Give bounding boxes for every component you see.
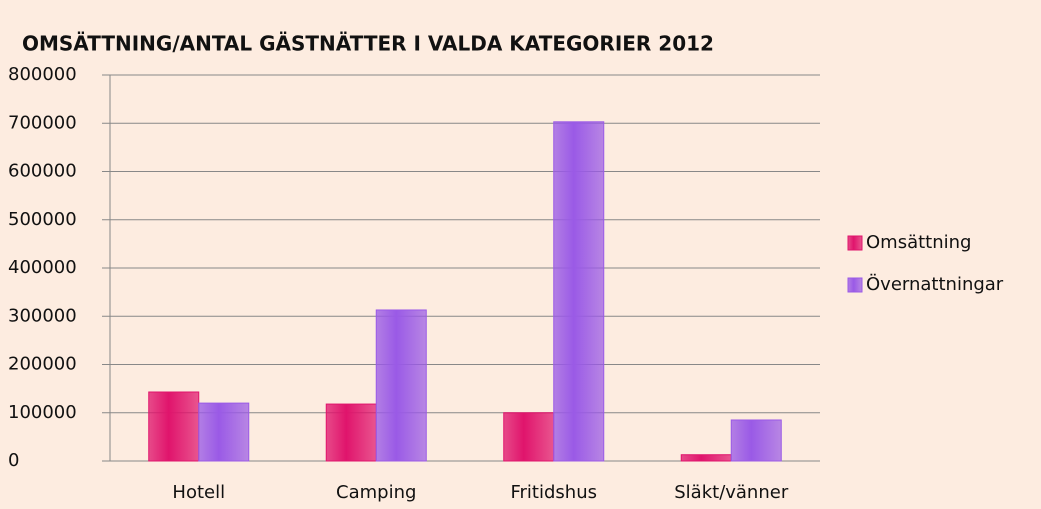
y-tick-label: 100000 bbox=[8, 402, 77, 423]
chart-title: OMSÄTTNING/ANTAL GÄSTNÄTTER I VALDA KATE… bbox=[22, 32, 714, 56]
y-tick-label: 600000 bbox=[8, 161, 77, 182]
bar bbox=[730, 419, 782, 462]
legend-swatch bbox=[847, 277, 863, 293]
x-tick-label: Släkt/vänner bbox=[674, 482, 789, 503]
bar bbox=[503, 412, 555, 462]
x-tick-label: Fritidshus bbox=[510, 482, 597, 503]
y-tick-label: 800000 bbox=[8, 64, 77, 85]
y-tick-label: 300000 bbox=[8, 305, 77, 326]
legend-swatch bbox=[847, 235, 863, 251]
x-tick-label: Hotell bbox=[172, 482, 225, 503]
bar bbox=[553, 121, 605, 462]
bar bbox=[325, 403, 377, 462]
bar bbox=[148, 391, 200, 462]
legend-label: Omsättning bbox=[866, 232, 971, 253]
bar bbox=[198, 402, 250, 462]
x-tick-label: Camping bbox=[336, 482, 416, 503]
y-tick-label: 200000 bbox=[8, 354, 77, 375]
y-tick-label: 500000 bbox=[8, 209, 77, 230]
legend-label: Övernattningar bbox=[866, 273, 1004, 295]
y-tick-label: 700000 bbox=[8, 112, 77, 133]
y-tick-label: 400000 bbox=[8, 257, 77, 278]
bar bbox=[375, 309, 427, 462]
bar bbox=[680, 454, 732, 462]
y-tick-label: 0 bbox=[8, 450, 19, 471]
